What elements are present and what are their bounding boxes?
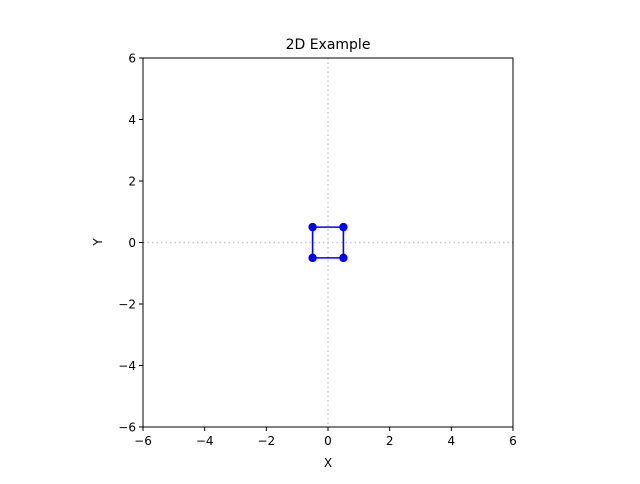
data-point (308, 253, 317, 263)
x-tick-label: 6 (509, 434, 517, 448)
y-tick-label: −6 (118, 421, 136, 435)
data-point (308, 222, 317, 232)
y-axis-label: Y (91, 238, 105, 247)
y-tick-label: 6 (128, 52, 136, 66)
x-tick-label: −2 (257, 434, 275, 448)
x-tick-label: 2 (386, 434, 394, 448)
y-tick-label: 2 (128, 175, 136, 189)
x-tick-label: 0 (324, 434, 332, 448)
y-axis: −6 −4 −2 0 2 4 6 (118, 52, 143, 435)
y-tick-label: 0 (128, 236, 136, 250)
x-tick-label: 4 (448, 434, 456, 448)
x-axis-label: X (324, 456, 332, 470)
y-tick-label: 4 (128, 113, 136, 127)
x-tick-label: −4 (196, 434, 214, 448)
y-tick-label: −4 (118, 359, 136, 373)
data-point (339, 253, 348, 263)
x-axis: −6 −4 −2 0 2 4 6 (134, 427, 517, 448)
x-tick-label: −6 (134, 434, 152, 448)
plot-area (142, 57, 514, 428)
chart-title: 2D Example (286, 37, 371, 53)
y-tick-label: −2 (118, 298, 136, 312)
data-point (339, 222, 348, 232)
